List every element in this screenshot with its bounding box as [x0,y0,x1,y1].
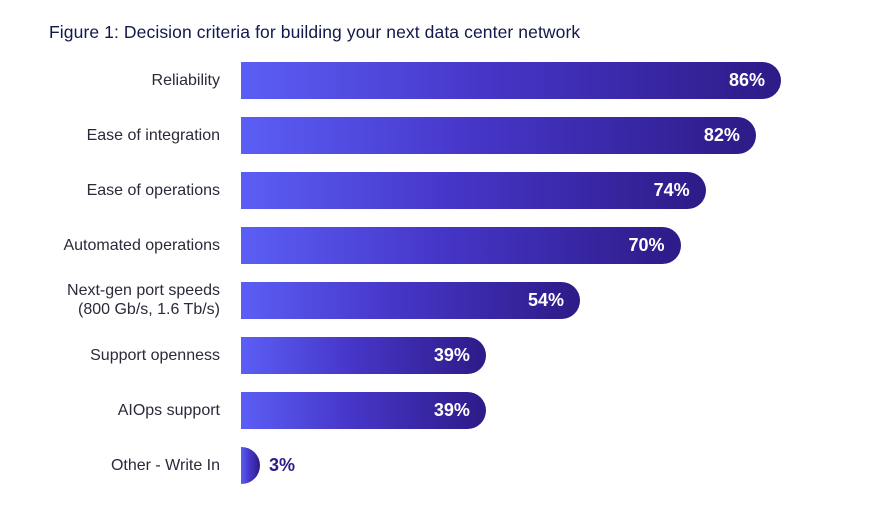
bar [241,281,581,319]
category-label-line: Support openness [90,346,220,364]
bar [241,336,486,374]
data-label: 39% [433,344,470,365]
category-label: Ease of integration [20,126,220,145]
category-label-line: Next-gen port speeds [67,282,220,299]
category-label: Automated operations [20,236,220,255]
bar [241,446,260,484]
category-label-line: Reliability [151,71,220,89]
bar [241,116,756,154]
data-label: 3% [269,454,296,475]
chart-title: Figure 1: Decision criteria for building… [49,22,581,42]
data-label: 86% [728,69,765,90]
category-label: Support openness [20,346,220,365]
data-label: 54% [528,289,565,310]
category-label-line: Ease of operations [86,181,220,199]
category-label-line: Ease of integration [86,126,220,144]
category-label: AIOps support [20,401,220,420]
category-label: Reliability [20,71,220,90]
data-label: 74% [653,179,690,200]
category-label: Ease of operations [20,181,220,200]
data-label: 39% [433,399,470,420]
bar [241,171,706,209]
data-label: 70% [628,234,665,255]
category-label-line: (800 Gb/s, 1.6 Tb/s) [78,301,220,318]
category-label: Other - Write In [20,456,220,475]
bar [241,391,486,429]
category-label: Next-gen port speeds (800 Gb/s, 1.6 Tb/s) [20,281,220,319]
data-label: 82% [703,124,740,145]
category-label-line: Automated operations [63,236,220,254]
category-label-line: Other - Write In [110,456,220,474]
category-label-line: AIOps support [117,401,220,419]
bar [241,226,681,264]
bar [241,61,781,99]
